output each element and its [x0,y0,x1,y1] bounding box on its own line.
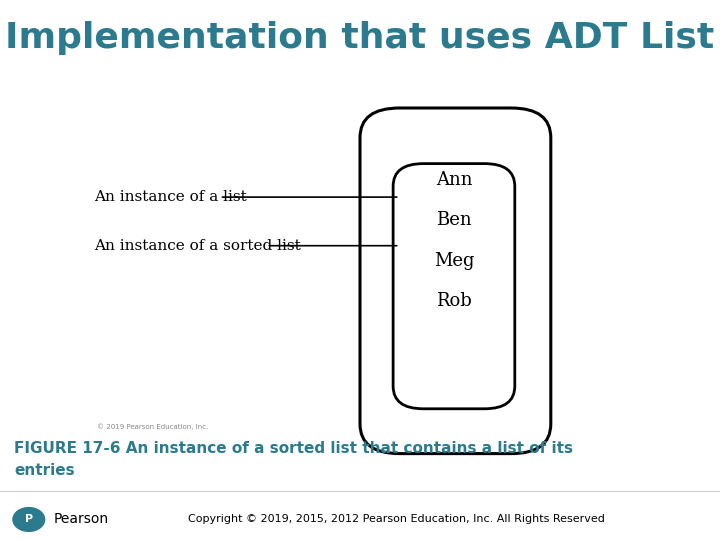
Text: FIGURE 17-6 An instance of a sorted list that contains a list of its: FIGURE 17-6 An instance of a sorted list… [14,441,573,456]
Text: Implementation that uses ADT List: Implementation that uses ADT List [5,21,715,55]
Text: entries: entries [14,463,75,478]
Text: P: P [24,515,33,524]
Text: © 2019 Pearson Education, Inc.: © 2019 Pearson Education, Inc. [97,423,209,430]
FancyBboxPatch shape [360,108,551,454]
Text: Ben: Ben [436,211,472,229]
Text: An instance of a sorted list: An instance of a sorted list [94,239,300,253]
Text: Ann: Ann [436,171,472,188]
Text: Rob: Rob [436,292,472,310]
Text: Copyright © 2019, 2015, 2012 Pearson Education, Inc. All Rights Reserved: Copyright © 2019, 2015, 2012 Pearson Edu… [188,515,604,524]
Text: Meg: Meg [434,252,474,269]
Text: An instance of a list: An instance of a list [94,190,246,204]
Circle shape [13,508,45,531]
Text: Pearson: Pearson [54,512,109,526]
FancyBboxPatch shape [393,164,515,409]
